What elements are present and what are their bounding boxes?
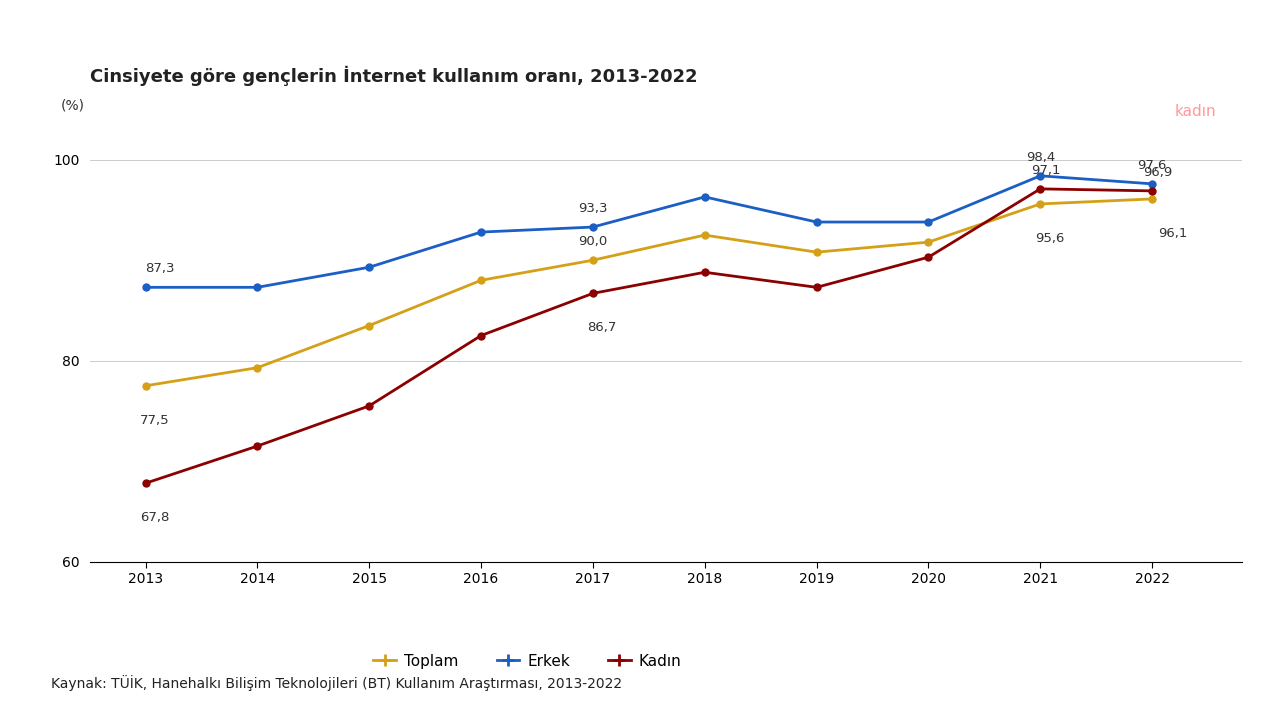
Text: (%): (%) [61, 99, 84, 112]
Kadın [474, 331, 489, 340]
Text: 93,3: 93,3 [579, 202, 608, 215]
Erkek [138, 283, 154, 292]
Toplam [1144, 194, 1160, 203]
Erkek [920, 217, 936, 226]
Kadın [698, 268, 713, 276]
Erkek [361, 263, 376, 271]
Text: 97,6: 97,6 [1138, 159, 1167, 172]
Erkek [1144, 179, 1160, 188]
Text: 95,6: 95,6 [1034, 232, 1064, 245]
Toplam [250, 364, 265, 372]
Line: Kadın: Kadın [142, 186, 1156, 487]
Toplam [1033, 199, 1048, 208]
Toplam [698, 231, 713, 240]
Text: 98,4: 98,4 [1025, 150, 1055, 163]
Text: 86,7: 86,7 [588, 322, 617, 335]
Kadın [138, 479, 154, 487]
Kadın [361, 402, 376, 410]
Kadın [1144, 186, 1160, 195]
Text: 96,1: 96,1 [1157, 227, 1187, 240]
Toplam [474, 276, 489, 284]
Text: 96,9: 96,9 [1143, 166, 1172, 179]
Legend: Toplam, Erkek, Kadın: Toplam, Erkek, Kadın [367, 648, 687, 675]
Kadın [250, 442, 265, 451]
Text: 77,5: 77,5 [140, 414, 169, 427]
Erkek [1033, 171, 1048, 180]
Text: Cinsiyete göre gençlerin İnternet kullanım oranı, 2013-2022: Cinsiyete göre gençlerin İnternet kullan… [90, 66, 698, 86]
Kadın [1033, 184, 1048, 193]
Kadın [920, 253, 936, 261]
Toplam [361, 321, 376, 330]
Text: 67,8: 67,8 [140, 511, 169, 524]
Line: Toplam: Toplam [142, 195, 1156, 390]
Text: Kaynak: TÜİK, Hanehalkı Bilişim Teknolojileri (BT) Kullanım Araştırması, 2013-20: Kaynak: TÜİK, Hanehalkı Bilişim Teknoloj… [51, 675, 622, 691]
Toplam [138, 382, 154, 390]
Erkek [809, 217, 824, 226]
Text: 90,0: 90,0 [579, 235, 608, 248]
Text: kadın: kadın [1175, 104, 1217, 119]
Toplam [920, 238, 936, 246]
Text: 87,3: 87,3 [146, 262, 175, 275]
Kadın [585, 289, 600, 297]
Erkek [474, 228, 489, 236]
Line: Erkek: Erkek [142, 172, 1156, 291]
Toplam [585, 256, 600, 264]
Erkek [250, 283, 265, 292]
Erkek [585, 222, 600, 231]
Kadın [809, 283, 824, 292]
Erkek [698, 192, 713, 201]
Text: 97,1: 97,1 [1032, 164, 1061, 177]
Toplam [809, 248, 824, 256]
